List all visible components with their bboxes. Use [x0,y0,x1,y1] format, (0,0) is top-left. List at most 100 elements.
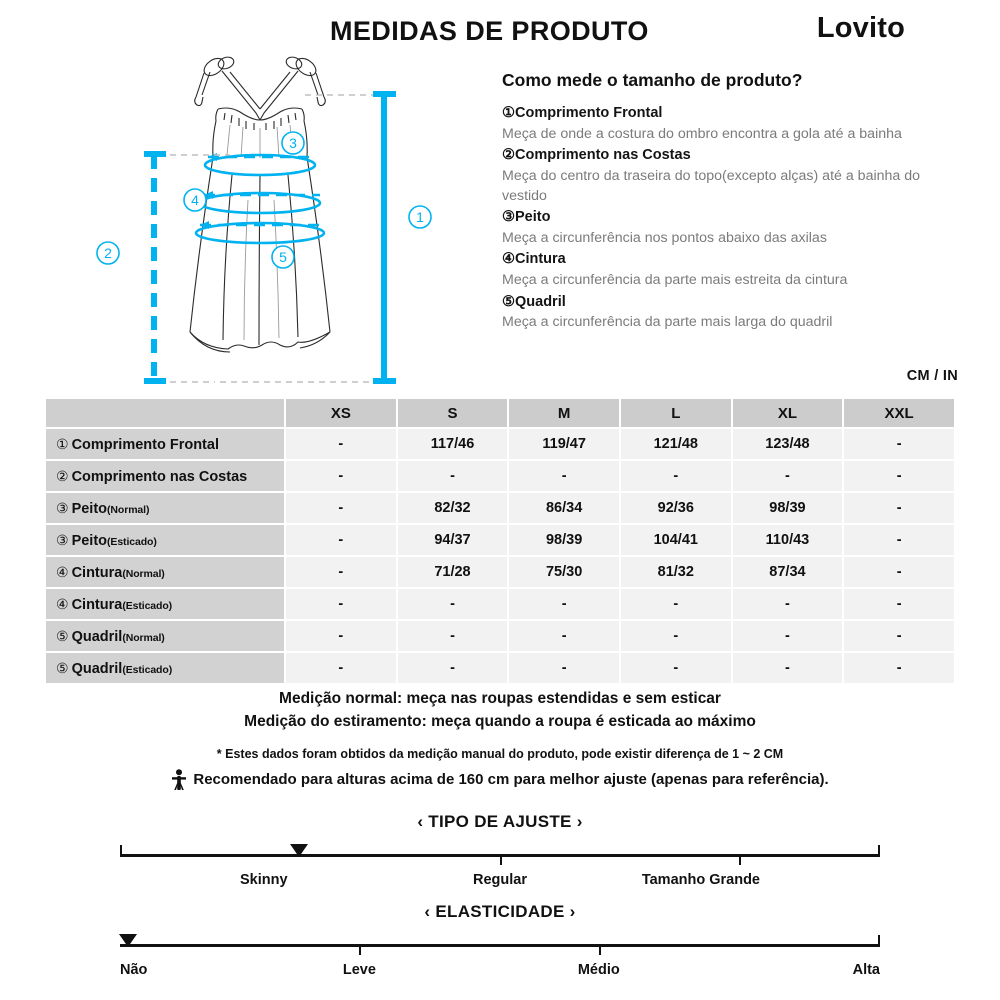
row-sub: (Esticado) [107,535,157,548]
cell-value: 86/34 [509,493,619,523]
column-header-l: L [620,399,731,427]
stretch-tick-mid-1 [359,944,362,955]
cell-value: - [732,461,843,491]
cell-value: - [844,429,954,459]
stretch-label-light: Leve [342,962,376,978]
cell-value: - [732,653,843,683]
row-name: Cintura [71,596,123,613]
row-name: Peito [71,532,108,549]
guide-item-front-length: ①Comprimento Frontal Meça de onde a cost… [502,103,972,144]
measure-marks-chest [203,153,317,177]
guide-desc: Meça a circunferência da parte mais larg… [502,314,833,331]
cell-value: - [844,589,954,619]
table-corner-cell [46,399,284,427]
table-row: ③ Peito(Esticado) - 94/37 98/39 104/41 11… [46,525,954,555]
column-header-m: M [509,399,619,427]
elasticity-title: ‹ ELASTICIDADE › [424,902,576,921]
cell-value: 82/32 [397,493,508,523]
guide-term: ⑤Quadril [502,293,566,310]
stretch-tick-end [878,935,880,947]
fit-type-rail [120,844,880,866]
guide-term: ①Comprimento Frontal [502,105,663,121]
cell-value: - [286,621,396,651]
callout-2-back-length: 2 [96,241,120,265]
guide-item-chest: ③Peito Meça a circunferência nos pontos … [502,207,972,248]
row-number-icon: ① [56,435,69,452]
fit-tick-mid-1 [500,854,502,865]
cell-value: - [286,557,396,587]
guide-item-hip: ⑤Quadril Meça a circunferência da parte … [502,292,972,333]
row-name: Quadril [71,628,123,645]
cell-value: - [286,461,396,491]
row-name: Quadril [71,660,123,677]
callout-4-waist: 4 [183,188,207,212]
cell-value: 110/43 [732,525,843,555]
fit-type-marker[interactable] [289,844,308,857]
brand-logo: Lovito [816,12,905,44]
cell-value: - [286,429,396,459]
column-header-xs: XS [286,399,396,427]
row-label-hip-stretched: ⑤ Quadril(Esticado) [46,653,284,683]
note-normal-measurement: Medição normal: meça nas roupas estendid… [279,690,721,707]
cell-value: - [844,557,954,587]
cell-value: - [844,653,954,683]
svg-text:1: 1 [416,209,424,225]
cell-value: - [509,621,619,651]
measure-marks-hip [194,221,326,245]
row-name: Peito [71,500,108,517]
svg-text:2: 2 [104,245,112,261]
cell-value: - [732,621,843,651]
guide-desc: Meça a circunferência da parte mais estr… [502,272,848,289]
row-name: Cintura [71,564,123,581]
fit-tick-mid-2 [739,854,742,865]
cell-value: - [509,653,619,683]
row-number-icon: ② [56,467,69,484]
cell-value: - [286,493,396,523]
cell-value: 75/30 [509,557,619,587]
size-chart-table: XS S M L XL XXL ① Comprimento Frontal - 1… [44,397,956,685]
row-sub: (Esticado) [122,663,173,676]
cell-value: - [844,461,954,491]
row-number-icon: ④ [56,595,69,612]
row-number-icon: ⑤ [56,627,69,644]
elasticity-rail [118,934,880,956]
dress-illustration: 3 4 5 1 [130,25,450,400]
row-name: Comprimento nas Costas [71,468,248,485]
cell-value: - [620,653,731,683]
measure-line-front-length [220,91,396,384]
cell-value: - [620,589,731,619]
cell-value: 81/32 [620,557,731,587]
dress-outline [189,56,331,353]
callout-5-hip: 5 [271,245,295,269]
column-header-xxl: XXL [844,399,954,427]
guide-desc: Meça de onde a costura do ombro encontra… [502,125,902,142]
cell-value: - [286,653,396,683]
column-header-s: S [397,399,508,427]
fit-type-labels: Skinny Regular Tamanho Grande [120,872,880,894]
cell-value: - [844,621,954,651]
table-row: ③ Peito(Normal) - 82/32 86/34 92/36 98/39… [46,493,954,523]
guide-term: ②Comprimento nas Costas [502,147,691,164]
table-row: ② Comprimento nas Costas - - - - - - [46,461,954,491]
fit-tick-end [878,845,880,857]
cell-value: - [397,461,508,491]
elasticity-marker[interactable] [118,934,137,947]
cell-value: - [397,589,508,619]
row-label-back-length: ② Comprimento nas Costas [46,461,284,491]
cell-value: 87/34 [732,557,843,587]
guide-desc: Meça do centro da traseira do topo(excep… [502,167,921,205]
fit-type-scale: ‹ TIPO DE AJUSTE › Skinny Regular Tamanh… [0,812,1000,894]
fit-label-regular: Regular [473,872,527,888]
cell-value: 98/39 [732,493,843,523]
cell-value: - [397,653,508,683]
cell-value: 119/47 [509,429,619,459]
note-height-recommendation: Recomendado para alturas acima de 160 cm… [0,768,1000,791]
table-row: ⑤ Quadril(Normal) - - - - - - [46,621,954,651]
stretch-label-medium: Médio [577,962,620,978]
column-header-xl: XL [732,399,843,427]
guide-desc: Meça a circunferência nos pontos abaixo … [502,230,827,247]
row-sub: (Normal) [122,631,165,644]
fit-label-large: Tamanho Grande [641,872,760,888]
table-row: ④ Cintura(Normal) - 71/28 75/30 81/32 87/… [46,557,954,587]
cell-value: - [509,461,619,491]
